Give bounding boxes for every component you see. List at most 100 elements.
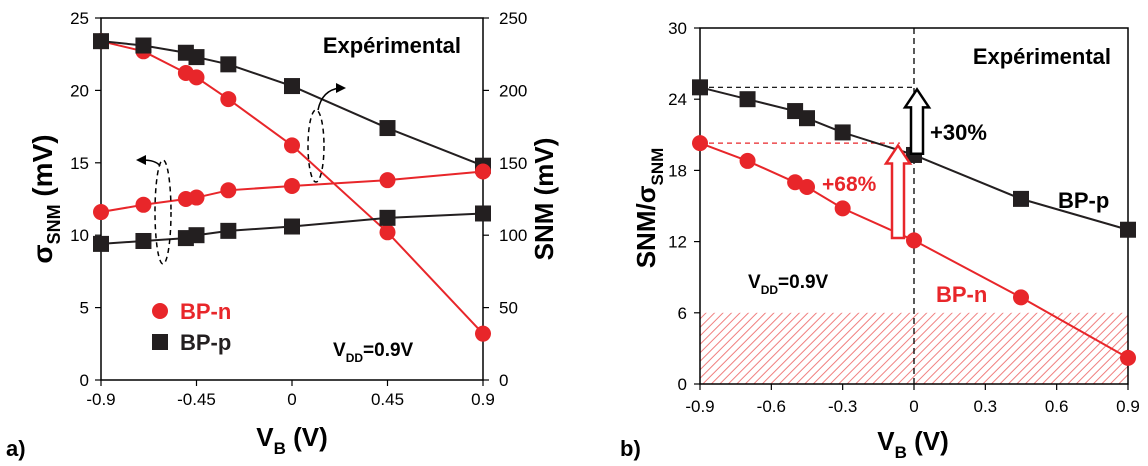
data-point-BP-p-right	[93, 33, 109, 50]
x-axis-label-rest: (V)	[286, 422, 328, 452]
y-left-tick-label: 5	[80, 299, 89, 318]
legend-label-BP-p: BP-p	[180, 330, 231, 355]
plot-frame	[100, 17, 484, 381]
data-point-BP-n-right	[475, 325, 491, 342]
vdd-label: VDD=0.9V	[748, 272, 829, 297]
panel-label-b: b)	[620, 436, 641, 461]
annotation-title: Expérimental	[973, 44, 1111, 69]
data-point-BP-p	[799, 110, 815, 127]
vdd-label-rest: =0.9V	[778, 272, 829, 293]
y-axis-label-sub: SNM	[648, 148, 667, 186]
data-point-BP-n-left	[379, 172, 396, 189]
legend-label-BP-n: BP-n	[180, 299, 231, 324]
data-point-BP-p	[739, 91, 756, 108]
y-right-tick-label: 50	[499, 299, 518, 318]
data-point-BP-n	[799, 179, 815, 196]
data-point-BP-n-left	[93, 204, 109, 221]
x-tick-label: -0.45	[177, 390, 216, 409]
data-point-BP-p	[692, 79, 708, 96]
data-point-BP-n-left	[284, 177, 300, 194]
x-tick-label: -0.9	[685, 397, 714, 416]
data-point-BP-n-right	[220, 91, 237, 108]
vdd-label-sub: DD	[761, 283, 779, 297]
data-point-BP-p-right	[284, 78, 300, 95]
series-label-bp-n: BP-n	[936, 282, 987, 307]
x-axis-label-sub: B	[274, 439, 286, 458]
data-point-BP-p-left	[379, 209, 396, 226]
series-line-BP-n	[699, 142, 1129, 359]
y-left-tick-label: 0	[80, 371, 89, 390]
x-tick-label: 0.3	[974, 397, 998, 416]
data-point-BP-n-left	[475, 163, 491, 180]
y-left-tick-label: 25	[70, 9, 89, 28]
x-tick-label: 0.9	[471, 390, 495, 409]
chart-a: -0.9 -0.45 0 0.45 0.905101520250501001502002…	[27, 9, 559, 458]
vdd-label-main: V	[748, 272, 761, 293]
vdd-label-rest: =0.9V	[363, 340, 414, 361]
y-left-axis-label-sub: SNM	[44, 204, 64, 244]
data-point-BP-n	[1013, 289, 1029, 306]
left-axis-arrowhead	[136, 155, 146, 165]
y-right-tick-label: 150	[499, 154, 527, 173]
data-point-BP-p-right	[220, 56, 237, 73]
data-point-BP-p	[1120, 221, 1136, 238]
series-label-bp-p: BP-p	[1058, 188, 1109, 213]
data-point-BP-n-left	[220, 182, 237, 199]
annotation-title: Expérimental	[323, 33, 461, 58]
data-point-BP-n	[834, 200, 851, 217]
y-tick-label: 30	[668, 19, 687, 38]
y-tick-label: 0	[678, 375, 687, 394]
data-point-BP-p-right	[188, 49, 205, 66]
bp-n-gain-arrow	[883, 143, 913, 240]
x-tick-label: -0.6	[757, 397, 786, 416]
data-point-BP-n-right	[188, 69, 205, 86]
x-axis-label-main: V	[256, 422, 274, 452]
x-tick-label: -0.9	[86, 390, 115, 409]
data-point-BP-n-right	[284, 137, 300, 154]
data-point-BP-n-left	[135, 196, 152, 213]
chart-b: -0.9 -0.6 -0.3 0 0.3 0.6 0.9 0 6 12 18 24 30 +30% +68%…	[631, 19, 1140, 462]
data-point-BP-n	[739, 152, 756, 169]
y-right-axis-label: SNM (mV)	[529, 138, 559, 261]
y-tick-label: 6	[678, 304, 687, 323]
y-right-tick-label: 200	[499, 81, 527, 100]
bp-p-gain-label: +30%	[930, 120, 987, 145]
data-point-BP-n	[906, 232, 922, 249]
y-right-tick-label: 250	[499, 9, 527, 28]
x-axis-label: VB (V)	[877, 426, 949, 462]
x-tick-label: 0	[909, 397, 918, 416]
x-tick-label: 0.6	[1045, 397, 1069, 416]
data-point-BP-p-left	[188, 227, 205, 244]
x-tick-label: 0.45	[371, 390, 404, 409]
y-left-axis-label-rest: (mV)	[27, 134, 58, 204]
vdd-label: VDD=0.9V	[333, 340, 414, 365]
x-axis-label-sub: B	[895, 443, 907, 462]
y-left-tick-label: 20	[70, 81, 89, 100]
x-axis-label-rest: (V)	[907, 426, 949, 456]
y-tick-label: 12	[668, 233, 687, 252]
vdd-label-sub: DD	[346, 351, 364, 365]
data-point-BP-p-left	[220, 222, 237, 239]
x-tick-label: 0.9	[1116, 397, 1140, 416]
x-tick-label: -0.3	[828, 397, 857, 416]
x-axis-label-main: V	[877, 426, 895, 456]
data-point-BP-p-left	[135, 232, 152, 249]
data-point-BP-n	[1120, 349, 1136, 366]
data-point-BP-p-left	[475, 205, 491, 222]
vdd-label-main: V	[333, 340, 346, 361]
y-right-tick-label: 100	[499, 226, 527, 245]
y-left-tick-label: 15	[70, 154, 89, 173]
y-left-tick-label: 10	[70, 226, 89, 245]
y-axis-label: SNM/σSNM	[631, 148, 667, 269]
y-left-axis-label-main: σ	[27, 244, 58, 263]
y-right-tick-label: 0	[499, 371, 508, 390]
y-tick-label: 18	[668, 161, 687, 180]
panel-label-a: a)	[6, 436, 26, 461]
y-left-axis-label: σSNM (mV)	[27, 134, 64, 263]
data-point-BP-n-right	[379, 224, 396, 241]
right-axis-arrowhead	[336, 83, 346, 93]
data-point-BP-p	[1013, 190, 1029, 207]
x-tick-label: 0	[287, 390, 296, 409]
data-point-BP-n	[692, 135, 708, 152]
data-point-BP-p	[834, 124, 851, 141]
